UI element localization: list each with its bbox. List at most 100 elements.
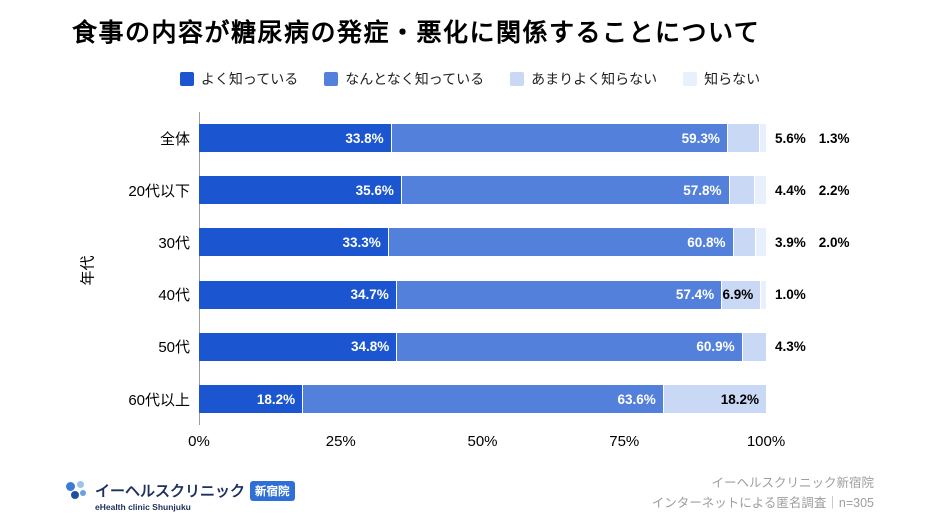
category-label: 60代以上	[128, 391, 190, 409]
value-label: 59.3%	[681, 130, 720, 146]
clinic-name-en: eHealth clinic Shunjuku	[95, 502, 191, 512]
value-label: 2.2%	[818, 182, 850, 198]
legend-swatch-icon	[510, 72, 525, 86]
value-label: 34.8%	[351, 339, 390, 355]
bar-segment: 59.3%	[390, 124, 727, 153]
bar-segment: 6.9%	[721, 280, 761, 309]
bar-segment: 60.9%	[396, 332, 742, 361]
source-note: イーヘルスクリニック新宿院 インターネットによる匿名調査｜n=305	[652, 474, 874, 513]
bar-segment: 57.8%	[400, 176, 729, 205]
value-label: 57.8%	[683, 182, 722, 198]
clinic-branch-badge: 新宿院	[250, 480, 295, 501]
outside-labels: 3.9% 2.0%	[775, 235, 850, 250]
bar-segment	[758, 124, 766, 153]
bar-segment: 35.6%	[199, 176, 401, 205]
value-label: 4.3%	[775, 339, 806, 355]
bar-segment: 57.4%	[395, 280, 722, 309]
legend-item: 知らない	[683, 69, 760, 89]
y-axis-line	[199, 112, 200, 425]
bar-segment	[741, 332, 766, 361]
value-label: 1.3%	[818, 130, 850, 146]
legend-swatch-icon	[683, 72, 698, 86]
legend-label: よく知っている	[200, 71, 299, 87]
value-label: 63.6%	[617, 391, 656, 407]
bar-segment: 33.8%	[199, 124, 391, 153]
x-tick-label: 25%	[325, 433, 356, 450]
bar-segment: 34.7%	[199, 280, 396, 309]
category-label: 40代	[158, 287, 190, 305]
value-label: 18.2%	[256, 391, 296, 407]
source-line2: インターネットによる匿名調査｜n=305	[651, 495, 874, 510]
bar-segment	[760, 280, 766, 309]
logo-row: イーヘルスクリニック 新宿院	[66, 480, 295, 501]
bar-segment: 18.2%	[662, 385, 766, 414]
value-label: 57.4%	[675, 287, 715, 303]
clinic-name: イーヘルスクリニック	[95, 483, 246, 500]
bar-track: 18.2% 63.6% 18.2%	[199, 385, 766, 414]
bar-segment: 63.6%	[302, 385, 663, 414]
value-label: 1.0%	[775, 287, 806, 303]
legend-label: 知らない	[704, 71, 761, 87]
bar-segment: 33.3%	[199, 228, 388, 257]
legend-item: なんとなく知っている	[324, 69, 484, 89]
x-tick-label: 75%	[609, 433, 640, 450]
legend: よく知っている なんとなく知っている あまりよく知らない 知らない	[0, 69, 940, 89]
y-axis-title: 年代	[79, 255, 97, 286]
bar-row: 60代以上 18.2% 63.6% 18.2%	[100, 373, 920, 425]
bar-segment	[754, 228, 766, 257]
category-label: 30代	[158, 234, 190, 252]
bar-track: 33.8% 59.3%	[199, 124, 766, 153]
legend-label: なんとなく知っている	[345, 71, 485, 87]
value-label: 33.8%	[345, 130, 384, 146]
bar-segment	[753, 176, 766, 205]
outside-labels: 5.6% 1.3%	[775, 131, 850, 146]
bar-segment: 34.8%	[199, 332, 397, 361]
legend-swatch-icon	[324, 72, 339, 86]
legend-swatch-icon	[179, 72, 194, 86]
source-line1: イーヘルスクリニック新宿院	[711, 476, 874, 491]
clinic-logo: イーヘルスクリニック 新宿院 eHealth clinic Shunjuku	[66, 480, 295, 512]
value-label: 33.3%	[342, 234, 381, 250]
bar-track: 34.7% 57.4% 6.9%	[199, 280, 766, 309]
x-axis-ticks: 0% 25% 50% 75% 100%	[188, 433, 785, 451]
bar-rows: 全体 33.8% 59.3% 5.6% 1.3% 20代以下 35.6% 57.8% 4.4% 2…	[100, 112, 920, 425]
value-label: 60.8%	[687, 234, 726, 250]
chart-title: 食事の内容が糖尿病の発症・悪化に関係することについて	[72, 19, 761, 47]
y-axis-title-wrap: 年代	[67, 256, 97, 286]
bar-row: 50代 34.8% 60.9% 4.3%	[100, 321, 920, 373]
value-label: 4.4%	[775, 182, 806, 198]
bar-segment: 18.2%	[199, 385, 303, 414]
category-label: 50代	[158, 339, 190, 357]
category-label: 全体	[159, 130, 190, 148]
value-label: 5.6%	[775, 130, 806, 146]
bar-row: 全体 33.8% 59.3% 5.6% 1.3%	[100, 112, 920, 164]
bar-segment	[726, 124, 759, 153]
outside-labels: 4.3%	[775, 339, 806, 354]
bar-row: 20代以下 35.6% 57.8% 4.4% 2.2%	[100, 164, 920, 216]
x-tick-label: 100%	[746, 433, 786, 450]
outside-labels: 4.4% 2.2%	[775, 183, 850, 198]
bar-track: 35.6% 57.8%	[199, 176, 766, 205]
outside-labels: 1.0%	[775, 287, 806, 302]
bar-segment	[732, 228, 755, 257]
bar-track: 34.8% 60.9%	[199, 332, 766, 361]
bar-row: 30代 33.3% 60.8% 3.9% 2.0%	[100, 216, 920, 268]
bar-row: 40代 34.7% 57.4% 6.9% 1.0%	[100, 269, 920, 321]
value-label: 34.7%	[350, 287, 389, 303]
legend-item: よく知っている	[179, 69, 299, 89]
value-label: 6.9%	[722, 287, 754, 303]
bar-segment	[728, 176, 754, 205]
bar-segment: 60.8%	[387, 228, 733, 257]
value-label: 60.9%	[696, 339, 735, 355]
legend-label: あまりよく知らない	[531, 71, 658, 87]
category-label: 20代以下	[128, 182, 190, 200]
legend-item: あまりよく知らない	[510, 69, 657, 89]
value-label: 18.2%	[720, 391, 759, 407]
value-label: 3.9%	[775, 234, 806, 250]
x-tick-label: 0%	[188, 433, 210, 450]
bar-track: 33.3% 60.8%	[199, 228, 766, 257]
x-tick-label: 50%	[467, 433, 498, 450]
value-label: 2.0%	[818, 234, 850, 250]
